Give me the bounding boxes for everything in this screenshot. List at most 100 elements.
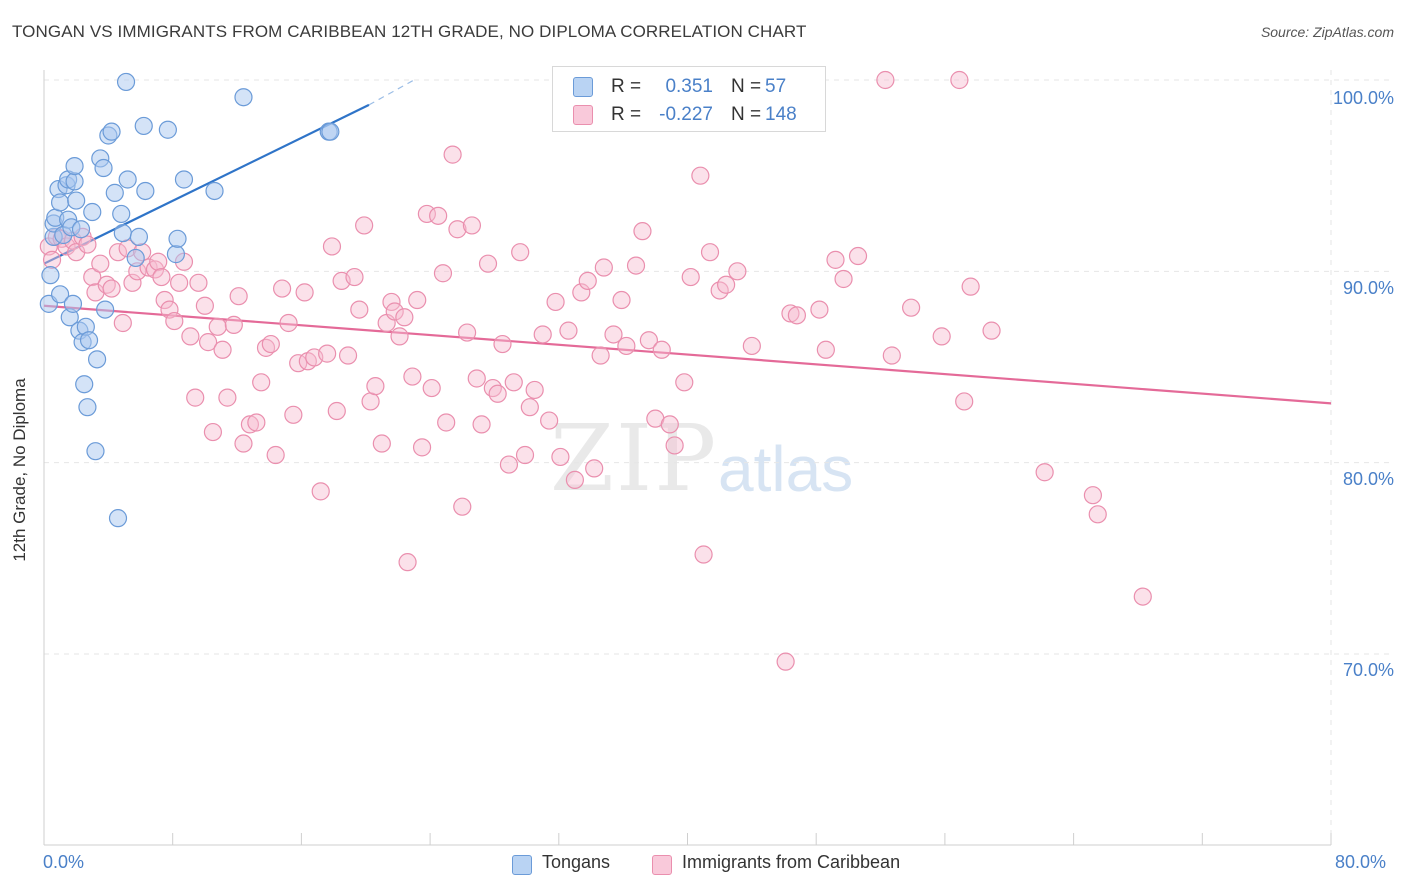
caribbean-point (691, 166, 710, 185)
caribbean-point (467, 369, 486, 388)
caribbean-point (612, 290, 631, 310)
tongan-point (87, 350, 107, 369)
caribbean-point (633, 222, 652, 241)
y-tick-label: 80.0% (1342, 469, 1394, 489)
caribbean-point (604, 325, 623, 344)
caribbean-point (42, 250, 62, 269)
caribbean-point (478, 254, 498, 273)
tongan-point (105, 183, 124, 202)
tongan-point (168, 229, 187, 248)
tongan-point (83, 202, 102, 222)
caribbean-point (511, 243, 530, 262)
caribbean-point (170, 273, 189, 292)
caribbean-point (350, 300, 369, 319)
caribbean-point (355, 216, 374, 235)
watermark-atlas: atlas (718, 433, 854, 505)
caribbean-point (594, 258, 613, 277)
caribbean-point (385, 302, 404, 321)
caribbean-point (345, 267, 364, 287)
caribbean-point (408, 290, 427, 310)
tongan-point (50, 193, 70, 212)
caribbean-point (443, 145, 462, 164)
r-value: -0.227 (659, 104, 713, 125)
caribbean-point (186, 388, 205, 407)
caribbean-point (515, 445, 535, 465)
caribbean-point (472, 415, 491, 434)
caribbean-point (876, 70, 895, 90)
caribbean-point (448, 220, 467, 239)
r-value: 0.351 (665, 76, 713, 97)
caribbean-point (284, 405, 303, 424)
caribbean-point (810, 300, 829, 319)
caribbean-point (398, 553, 417, 572)
caribbean-point (361, 392, 380, 411)
y-tick-label: 90.0% (1342, 278, 1394, 298)
caribbean-point (1088, 505, 1107, 524)
chart-title: TONGAN VS IMMIGRANTS FROM CARIBBEAN 12TH… (12, 22, 807, 41)
caribbean-point (113, 313, 132, 333)
caribbean-point (533, 325, 552, 344)
caribbean-point (578, 271, 597, 290)
caribbean-point (195, 296, 214, 315)
caribbean-point (499, 455, 519, 474)
caribbean-point (834, 269, 853, 289)
tongans-swatch-icon (573, 77, 593, 97)
tongan-point (126, 248, 145, 268)
caribbean-point (955, 392, 974, 411)
caribbean-point (660, 415, 679, 434)
y-tick-label: 100.0% (1332, 88, 1394, 108)
caribbean-point (252, 373, 271, 392)
caribbean-point (247, 413, 266, 432)
caribbean-point (261, 334, 280, 354)
tongan-point (65, 157, 84, 176)
caribbean-point (781, 304, 800, 323)
y-tick-label: 70.0% (1342, 660, 1394, 680)
caribbean-point (546, 292, 565, 312)
caribbean-point (848, 246, 868, 266)
caribbean-point (437, 413, 456, 432)
tongan-point (67, 191, 86, 210)
caribbean-point (675, 373, 694, 392)
caribbean-point (591, 346, 610, 365)
tongan-point (41, 266, 60, 285)
tongan-point (158, 120, 177, 139)
caribbean-point (266, 445, 285, 465)
caribbean-legend-icon (652, 855, 672, 875)
caribbean-point (902, 298, 921, 317)
caribbean-point (412, 438, 432, 457)
caribbean-point (234, 434, 253, 453)
r-label: R = (611, 76, 642, 97)
caribbean-point (700, 243, 720, 262)
caribbean-point (403, 367, 422, 386)
caribbean-point (155, 290, 174, 310)
caribbean-points (39, 70, 1152, 671)
trend-lines (43, 79, 1332, 405)
source-credit: Source: ZipAtlas.com (1260, 24, 1394, 40)
caribbean-point (1083, 486, 1103, 505)
caribbean-point (826, 250, 845, 269)
tongan-point (321, 122, 340, 141)
caribbean-point (149, 252, 168, 271)
caribbean-point (318, 344, 337, 363)
tongan-point (118, 170, 137, 189)
tongan-point (113, 223, 132, 243)
caribbean-point (639, 331, 658, 350)
caribbean-point (483, 378, 502, 398)
tongan-point (96, 300, 115, 319)
tongan-point (71, 220, 91, 239)
tongan-point (234, 88, 253, 107)
watermark-zip: ZIP (550, 405, 719, 512)
tongan-point (65, 172, 84, 191)
caribbean-point (728, 262, 747, 281)
caribbean-point (372, 434, 391, 453)
tongan-point (63, 294, 83, 313)
caribbean-point (390, 327, 409, 346)
caribbean-point (488, 384, 507, 403)
caribbean-point (1133, 587, 1152, 606)
caribbean-point (83, 267, 102, 287)
caribbean-point (208, 317, 227, 336)
caribbean-point (525, 380, 544, 400)
caribbean-point (165, 311, 184, 331)
caribbean-point (458, 323, 477, 342)
axes (43, 70, 1332, 846)
